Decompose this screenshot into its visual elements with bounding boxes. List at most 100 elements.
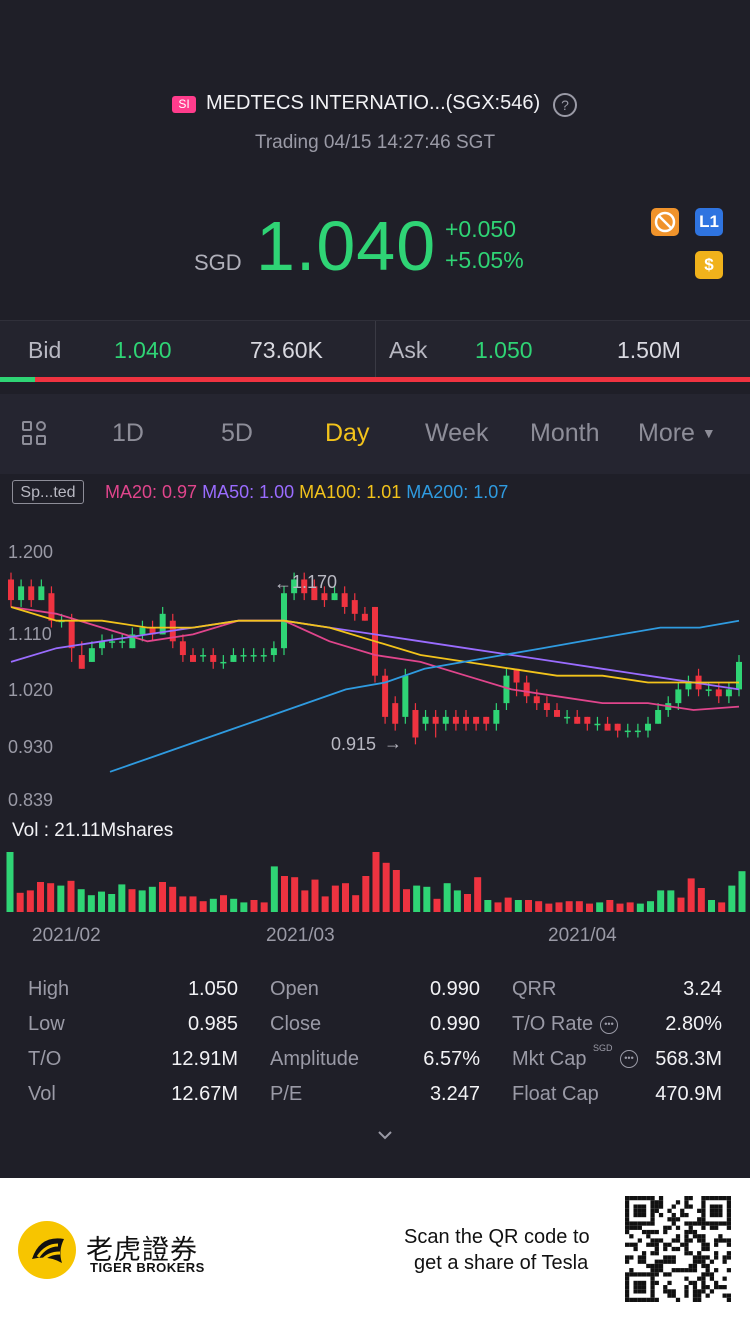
qr-module — [633, 1242, 638, 1247]
qr-module — [641, 1259, 647, 1264]
qr-module — [671, 1217, 676, 1222]
qr-module — [658, 1204, 664, 1209]
qr-module — [692, 1289, 698, 1294]
stat-label: Low — [28, 1013, 65, 1035]
qr-module — [701, 1234, 706, 1239]
candle-body — [392, 703, 399, 724]
qr-module — [684, 1293, 689, 1298]
qr-module — [667, 1293, 672, 1298]
volume-bar — [514, 900, 522, 912]
tab-week[interactable]: Week — [425, 419, 489, 447]
qr-module — [629, 1196, 634, 1201]
qr-module — [684, 1246, 689, 1252]
tab-5d[interactable]: 5D — [221, 419, 253, 447]
bid-ratio-fill — [0, 377, 36, 382]
qr-module — [629, 1255, 634, 1260]
qr-module — [671, 1293, 676, 1298]
stat-label: Mkt Cap — [512, 1048, 587, 1070]
qr-module — [654, 1242, 659, 1247]
tab-more[interactable]: More ▼ — [638, 419, 716, 448]
ma100-label: MA100: 1.01 — [299, 482, 402, 502]
qr-module — [646, 1196, 651, 1201]
volume-bar — [47, 883, 55, 912]
qr-module — [675, 1200, 681, 1205]
tab-month[interactable]: Month — [530, 419, 600, 447]
volume-bar — [697, 888, 705, 912]
qr-module — [629, 1297, 634, 1302]
qr-module — [701, 1221, 706, 1226]
qr-module — [684, 1268, 689, 1273]
qr-module — [650, 1268, 655, 1273]
qr-module — [641, 1229, 647, 1235]
dollar-icon[interactable]: $ — [695, 251, 723, 279]
candle-body — [210, 655, 217, 662]
qr-module — [718, 1196, 723, 1201]
qr-module — [709, 1272, 715, 1277]
qr-module — [654, 1263, 659, 1269]
qr-module — [688, 1280, 693, 1286]
qr-module — [697, 1255, 702, 1260]
candle-body — [200, 655, 207, 657]
period-tabs: 1D 5D Day Week Month More ▼ — [0, 394, 750, 474]
volume-bar — [484, 900, 492, 912]
qr-module — [641, 1196, 647, 1201]
tab-1d[interactable]: 1D — [112, 419, 144, 447]
volume-bar — [586, 903, 593, 912]
candle-body — [402, 675, 409, 717]
candle-body — [483, 716, 490, 724]
tiger-logo-icon — [18, 1221, 76, 1279]
info-icon[interactable]: ••• — [620, 1050, 638, 1068]
qr-module — [680, 1212, 685, 1218]
price-chart[interactable]: Sp...ted MA20: 0.97 MA50: 1.00 MA100: 1.… — [0, 474, 750, 964]
level1-icon[interactable]: L1 — [695, 208, 723, 236]
qr-module — [633, 1208, 638, 1213]
qr-module — [726, 1221, 731, 1226]
qr-module — [625, 1280, 630, 1286]
qr-module — [709, 1225, 715, 1230]
volume-bar — [555, 902, 563, 912]
help-icon[interactable]: ? — [553, 93, 577, 117]
info-icon[interactable]: ••• — [600, 1016, 618, 1034]
quote-header: SI MEDTECS INTERNATIO...(SGX:546) ? Trad… — [0, 0, 750, 320]
qr-module — [641, 1208, 647, 1213]
volume-bar — [453, 890, 461, 912]
x-tick-label: 2021/04 — [548, 925, 617, 946]
stock-title[interactable]: MEDTECS INTERNATIO...(SGX:546) — [206, 92, 541, 114]
candle-body — [574, 716, 581, 724]
qr-module — [637, 1272, 642, 1277]
qr-module — [684, 1221, 689, 1226]
candle-body — [48, 593, 55, 621]
volume-bar — [87, 895, 95, 912]
expand-chevron-icon[interactable] — [378, 1128, 392, 1142]
qr-module — [701, 1217, 706, 1222]
qr-module — [650, 1263, 655, 1269]
volume-bar — [667, 890, 675, 912]
ma-legend: MA20: 0.97 MA50: 1.00 MA100: 1.01 MA200:… — [105, 482, 508, 503]
tab-day[interactable]: Day — [325, 419, 370, 447]
qr-module — [709, 1208, 715, 1213]
candle-body — [301, 579, 308, 594]
qr-module — [697, 1293, 702, 1298]
layout-grid-icon[interactable] — [22, 421, 48, 447]
bid-size: 73.60K — [250, 337, 323, 363]
qr-code-image[interactable] — [625, 1196, 731, 1302]
candle-body — [220, 661, 227, 664]
qr-module — [697, 1208, 702, 1213]
qr-module — [633, 1289, 638, 1294]
candlestick-svg[interactable]: 1.200 1.110 1.020 0.930 0.839 ← 1.170 0.… — [0, 510, 750, 964]
candle-body — [513, 668, 520, 683]
volume-bar — [250, 900, 258, 912]
stat-value: 1.050 — [187, 978, 238, 1000]
volume-label: Vol : 21.11Mshares — [12, 820, 173, 841]
qr-module — [680, 1208, 685, 1213]
stat-label: Close — [270, 1013, 322, 1035]
qr-module — [646, 1221, 651, 1226]
stat-value: 0.990 — [429, 978, 480, 1000]
ma200-label: MA200: 1.07 — [406, 482, 509, 502]
split-adjusted-button[interactable]: Sp...ted — [12, 480, 84, 504]
qr-module — [675, 1225, 681, 1230]
qr-module — [663, 1242, 668, 1247]
qr-module — [684, 1289, 689, 1294]
no-short-icon[interactable] — [651, 208, 679, 236]
candle-body — [452, 716, 459, 724]
